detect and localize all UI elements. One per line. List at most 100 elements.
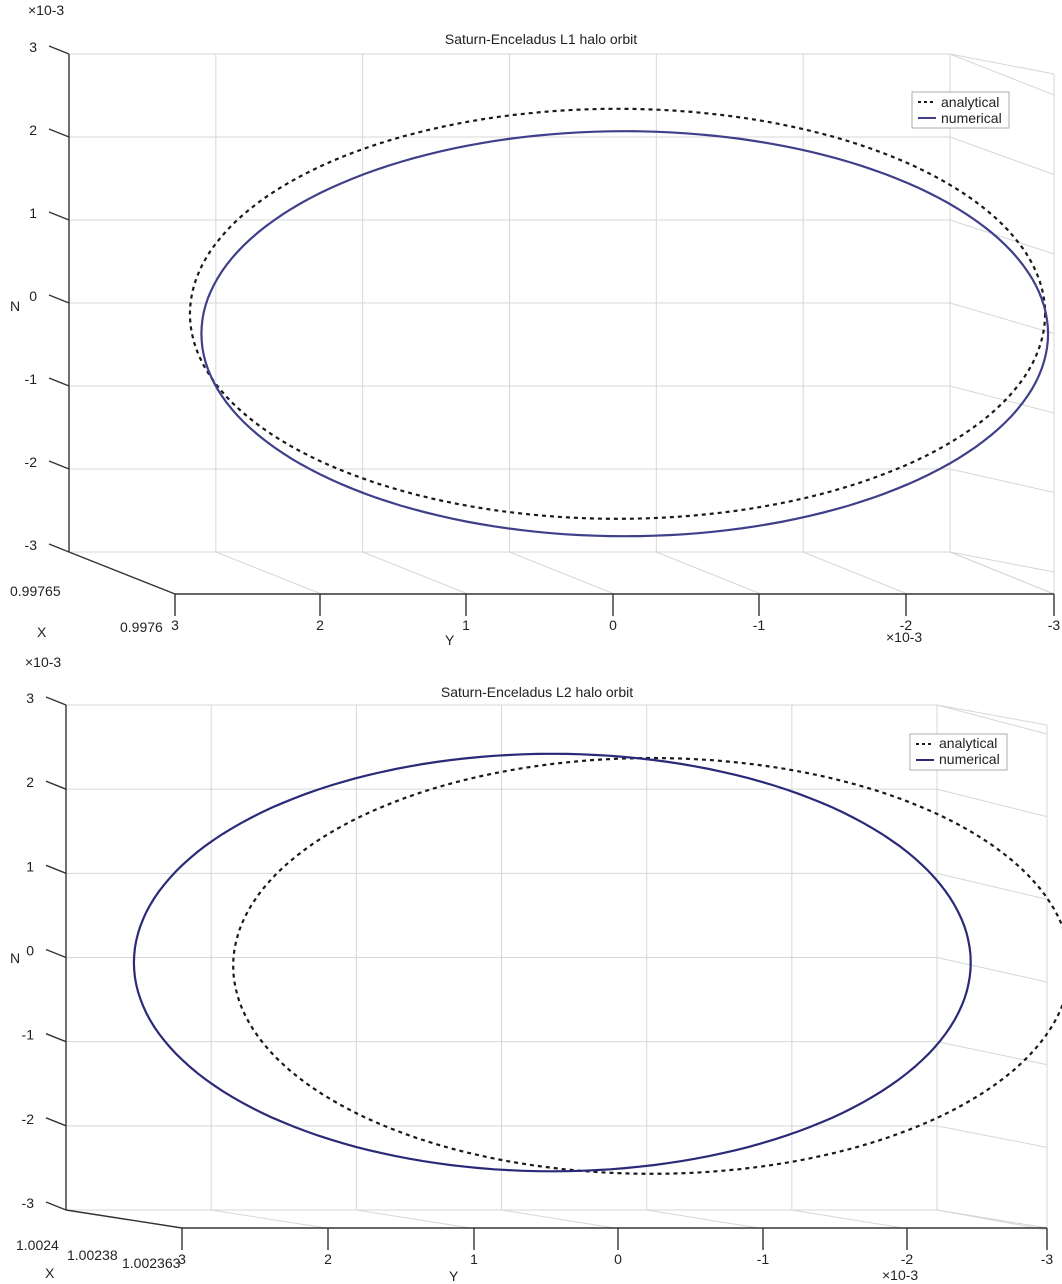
l2-n-tick-mark <box>45 1117 67 1127</box>
l1-n-tick-mark <box>48 294 70 304</box>
l1-y-tick-label: 3 <box>171 617 179 633</box>
l2-n-axis-exponent: ×10-3 <box>25 654 61 670</box>
l1-n-axis-exponent: ×10-3 <box>28 2 64 18</box>
l2-n-tick-label: 0 <box>26 943 34 959</box>
l2-y-axis-ticks: 3 2 1 0 -1 -2 -3 <box>178 1228 1053 1267</box>
l2-n-tick-mark <box>45 1201 67 1211</box>
l1-n-tick-label: -3 <box>25 537 38 553</box>
l2-grid-side-line <box>936 788 1048 818</box>
l1-grid-floor-line <box>656 551 762 595</box>
l1-n-tick-mark <box>48 45 70 55</box>
l1-chart-title: Saturn-Enceladus L1 halo orbit <box>445 31 637 47</box>
l1-axes <box>68 54 1054 595</box>
l1-depth-tick-0: 0.99765 <box>10 583 61 599</box>
l2-y-axis-label: Y <box>449 1268 459 1284</box>
l1-grid-side-line <box>949 302 1055 334</box>
l2-n-axis-label: N <box>10 950 20 966</box>
l2-y-tick-label: 1 <box>470 1251 478 1267</box>
l1-y-tick-label: 1 <box>462 617 470 633</box>
l2-n-tick-mark <box>45 864 67 874</box>
l2-grid <box>66 704 1048 1231</box>
l1-y-tick-label: -3 <box>1048 617 1061 633</box>
l1-n-axis-ticks: 3 2 1 0 -1 -2 -3 <box>25 39 70 553</box>
l1-depth-tick-1: 0.9976 <box>120 619 163 635</box>
l1-y-tick-label: 0 <box>609 617 617 633</box>
l2-legend-analytical-label: analytical <box>939 735 997 751</box>
l1-grid-side-line <box>949 551 1055 573</box>
l2-y-tick-label: -1 <box>757 1251 770 1267</box>
l1-grid-side-line <box>949 136 1055 175</box>
l1-legend: analytical numerical <box>911 91 1010 129</box>
l1-legend-analytical-label: analytical <box>941 94 999 110</box>
l2-y-tick-label: 2 <box>324 1251 332 1267</box>
l1-depth-axis-line <box>68 551 176 595</box>
l1-y-axis-exponent: ×10-3 <box>886 629 922 645</box>
l2-y-tick-label: -2 <box>901 1251 914 1267</box>
l2-grid-side-line <box>936 1041 1048 1066</box>
l2-n-tick-label: -3 <box>22 1195 35 1211</box>
l2-y-tick-label: 0 <box>614 1251 622 1267</box>
l1-grid <box>69 53 1055 595</box>
l2-grid-floor-line <box>501 1209 615 1229</box>
l2-n-axis-ticks: 3 2 1 0 -1 -2 -3 <box>22 690 67 1211</box>
l2-n-tick-label: 1 <box>26 858 34 874</box>
l2-axes <box>65 705 1047 1229</box>
l1-n-tick-mark <box>48 377 70 387</box>
l1-n-tick-label: 1 <box>29 205 37 221</box>
l1-n-tick-label: -1 <box>25 371 38 387</box>
l1-n-tick-mark <box>48 128 70 138</box>
l1-grid-floor-line <box>215 551 322 595</box>
l2-grid-top-side <box>936 704 1048 726</box>
l1-n-tick-mark <box>48 543 70 553</box>
l2-n-tick-mark <box>45 1033 67 1043</box>
l1-grid-side-line <box>949 219 1055 255</box>
l1-grid-floor-line <box>949 551 1055 595</box>
l2-y-tick-label: 3 <box>178 1251 186 1267</box>
l2-grid-floor-line <box>791 1209 903 1229</box>
l1-grid-floor-line <box>362 551 469 595</box>
l2-grid-floor-line <box>211 1209 327 1229</box>
l1-depth-axis-label: X <box>37 624 47 640</box>
l1-n-tick-label: -2 <box>25 454 38 470</box>
l2-n-tick-mark <box>45 948 67 959</box>
l2-depth-tick-0: 1.0024 <box>16 1237 59 1253</box>
l1-n-tick-label: 3 <box>29 39 37 55</box>
l1-grid-floor-line <box>802 551 908 595</box>
l1-n-tick-label: 0 <box>29 288 37 304</box>
l2-numerical-orbit <box>132 752 972 1173</box>
l2-depth-axis-label: X <box>45 1265 55 1281</box>
l1-y-tick-label: -1 <box>753 617 766 633</box>
l1-y-tick-label: -2 <box>900 617 913 633</box>
l2-grid-side-line <box>936 957 1048 983</box>
l1-n-tick-mark <box>48 460 70 470</box>
l2-n-tick-label: -2 <box>22 1111 35 1127</box>
l2-grid-floor-line <box>646 1209 759 1229</box>
l2-n-tick-label: -1 <box>22 1027 35 1043</box>
l2-grid-floor-line <box>936 1209 1048 1229</box>
l2-grid-side-line <box>936 1125 1048 1148</box>
l2-y-axis-exponent: ×10-3 <box>882 1267 918 1283</box>
l2-n-tick-label: 3 <box>26 690 34 706</box>
l2-depth-axis-line <box>65 1209 183 1229</box>
l2-n-tick-mark <box>45 696 67 706</box>
l1-n-axis-label: N <box>10 298 20 314</box>
l1-analytical-orbit <box>188 107 1047 520</box>
l2-depth-tick-2: 1.002363 <box>122 1255 181 1271</box>
l1-grid-floor-line <box>509 551 615 595</box>
l1-grid-side-line <box>949 53 1055 96</box>
l2-depth-tick-1: 1.00238 <box>67 1247 118 1263</box>
l1-legend-numerical-label: numerical <box>941 110 1002 126</box>
l2-n-tick-label: 2 <box>26 774 34 790</box>
l1-n-tick-mark <box>48 211 70 221</box>
l2-analytical-orbit <box>232 756 1062 1175</box>
l1-grid-top-side <box>949 53 1055 75</box>
l1-grid-side-line <box>949 468 1055 493</box>
l1-y-axis-ticks: 3 2 1 0 -1 -2 -3 <box>171 594 1060 633</box>
l2-grid-floor-line <box>356 1209 471 1229</box>
l2-chart-title: Saturn-Enceladus L2 halo orbit <box>441 684 633 700</box>
l2-grid-side-line <box>936 872 1048 900</box>
l1-numerical-orbit <box>200 130 1050 538</box>
l1-y-tick-label: 2 <box>316 617 324 633</box>
l1-grid-side-line <box>949 385 1055 414</box>
